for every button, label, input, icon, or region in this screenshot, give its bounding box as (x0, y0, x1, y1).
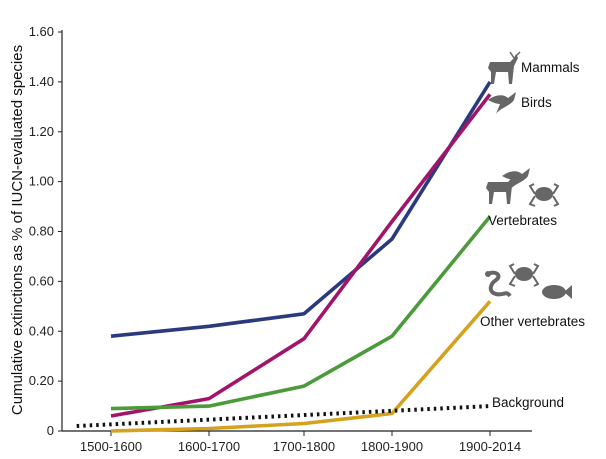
y-tick-label: 0 (47, 423, 54, 438)
series-label-vertebrates: Vertebrates (488, 213, 557, 228)
animal-icons (485, 51, 572, 299)
series-line-birds (110, 93, 492, 418)
series-line-vertebrates (110, 215, 492, 411)
series-lines (76, 80, 492, 433)
x-tick-label: 1700-1800 (273, 439, 335, 454)
y-tick-label: 0.80 (29, 224, 54, 239)
frog-icon (528, 183, 560, 207)
series-line-mammals (110, 80, 492, 338)
bird-icon (488, 92, 516, 114)
y-tick-label: 1.00 (29, 174, 54, 189)
y-tick-label: 1.60 (29, 24, 54, 39)
y-tick-label: 0.60 (29, 273, 54, 288)
series-label-birds: Birds (521, 95, 552, 110)
series-label-background: Background (492, 395, 564, 410)
series-labels: Mammals Birds Vertebrates Other vertebrates… (480, 60, 585, 410)
x-tick-label: 1500-1600 (80, 439, 142, 454)
y-tick-label: 0.40 (29, 323, 54, 338)
x-tick-label: 1900-2014 (459, 439, 521, 454)
x-tick-label: 1600-1700 (178, 439, 240, 454)
bird-icon (502, 168, 530, 190)
series-line-other-vertebrates (110, 300, 492, 433)
y-ticks: 0 0.20 0.40 0.60 0.80 1.00 1.20 1.40 1.60 (29, 24, 62, 438)
x-ticks: 1500-1600 1600-1700 1700-1800 1800-1900 1900… (80, 431, 521, 454)
deer-icon (486, 174, 516, 204)
deer-icon (488, 51, 521, 84)
snake-icon (485, 270, 512, 298)
fish-icon (542, 285, 572, 299)
y-axis-label: Cumulative extinctions as % of IUCN-eval… (9, 45, 26, 415)
series-label-other-vertebrates: Other vertebrates (480, 314, 585, 329)
series-line-background (76, 404, 491, 428)
y-tick-label: 0.20 (29, 373, 54, 388)
frog-icon (508, 263, 540, 287)
series-label-mammals: Mammals (521, 60, 580, 75)
x-tick-label: 1800-1900 (361, 439, 423, 454)
y-tick-label: 1.40 (29, 74, 54, 89)
y-tick-label: 1.20 (29, 124, 54, 139)
